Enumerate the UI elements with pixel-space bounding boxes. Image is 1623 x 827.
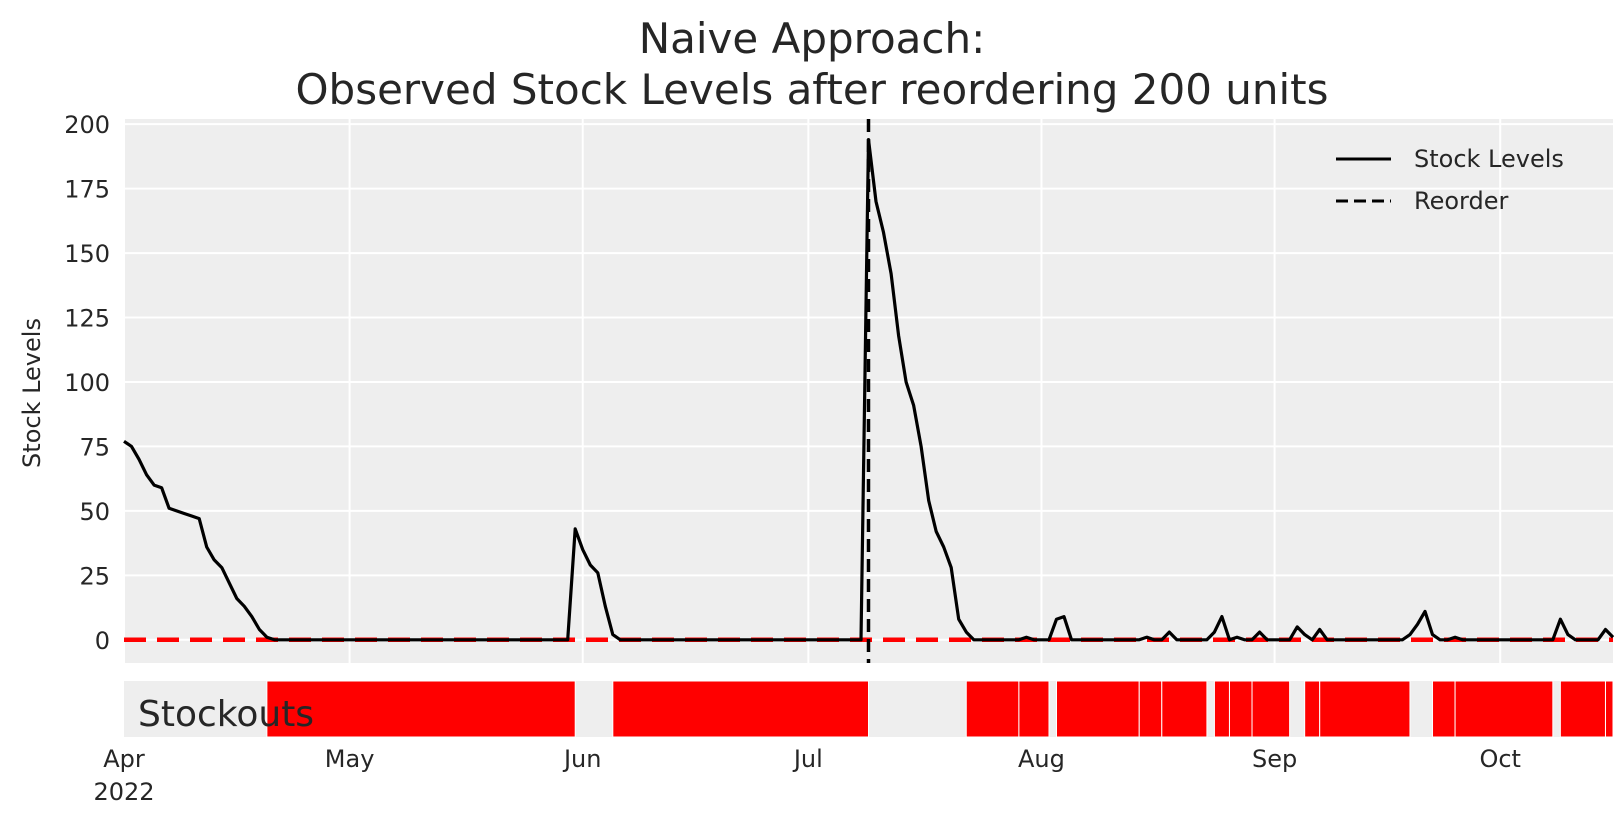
x-year-label: 2022 — [93, 778, 154, 806]
x-tick-labels: Apr May Jun Jul Aug Sep Oct — [103, 745, 1521, 773]
stockout-bars — [266, 680, 1614, 738]
chart-title: Naive Approach: — [639, 14, 986, 63]
x-tick-label: Jun — [562, 745, 602, 773]
stockout-bar — [1432, 680, 1456, 738]
x-tick-label: Jul — [792, 745, 823, 773]
stockout-bar — [1319, 680, 1411, 738]
chart-subtitle: Observed Stock Levels after reordering 2… — [295, 65, 1328, 114]
stockout-bar — [1251, 680, 1291, 738]
y-tick-label: 75 — [79, 433, 110, 461]
y-tick-label: 175 — [64, 176, 110, 204]
stockout-bar — [965, 680, 1020, 738]
y-tick-label: 125 — [64, 305, 110, 333]
stock-levels-line — [123, 138, 1615, 642]
y-tick-labels: 0 25 50 75 100 125 150 175 200 — [64, 111, 110, 655]
y-axis-label: Stock Levels — [18, 318, 46, 468]
stockout-bar — [1138, 680, 1163, 738]
stockouts-label: Stockouts — [138, 694, 314, 735]
stockout-bar — [1304, 680, 1321, 738]
stockout-bar — [266, 680, 576, 738]
x-tick-label: Oct — [1479, 745, 1521, 773]
stockout-bar — [612, 680, 869, 738]
x-tick-label: Aug — [1018, 745, 1065, 773]
stockout-bar — [1559, 680, 1606, 738]
stockout-bar — [1454, 680, 1554, 738]
y-tick-label: 0 — [95, 627, 110, 655]
y-tick-label: 150 — [64, 240, 110, 268]
y-tick-label: 100 — [64, 369, 110, 397]
stockout-bar — [1056, 680, 1140, 738]
x-tick-label: May — [325, 745, 375, 773]
stockout-bar — [1161, 680, 1208, 738]
y-tick-label: 25 — [79, 562, 110, 590]
legend-label-reorder: Reorder — [1414, 187, 1508, 215]
stockout-bar — [1213, 680, 1230, 738]
x-tick-label: Sep — [1252, 745, 1297, 773]
y-tick-label: 50 — [79, 498, 110, 526]
stockout-bar — [1604, 680, 1614, 738]
stockout-bar — [1018, 680, 1050, 738]
stockout-bar — [1228, 680, 1253, 738]
main-series — [123, 119, 1615, 663]
legend: Stock Levels Reorder — [1336, 145, 1564, 215]
y-tick-label: 200 — [64, 111, 110, 139]
x-tick-label: Apr — [103, 745, 145, 773]
legend-label-stock-levels: Stock Levels — [1414, 145, 1564, 173]
